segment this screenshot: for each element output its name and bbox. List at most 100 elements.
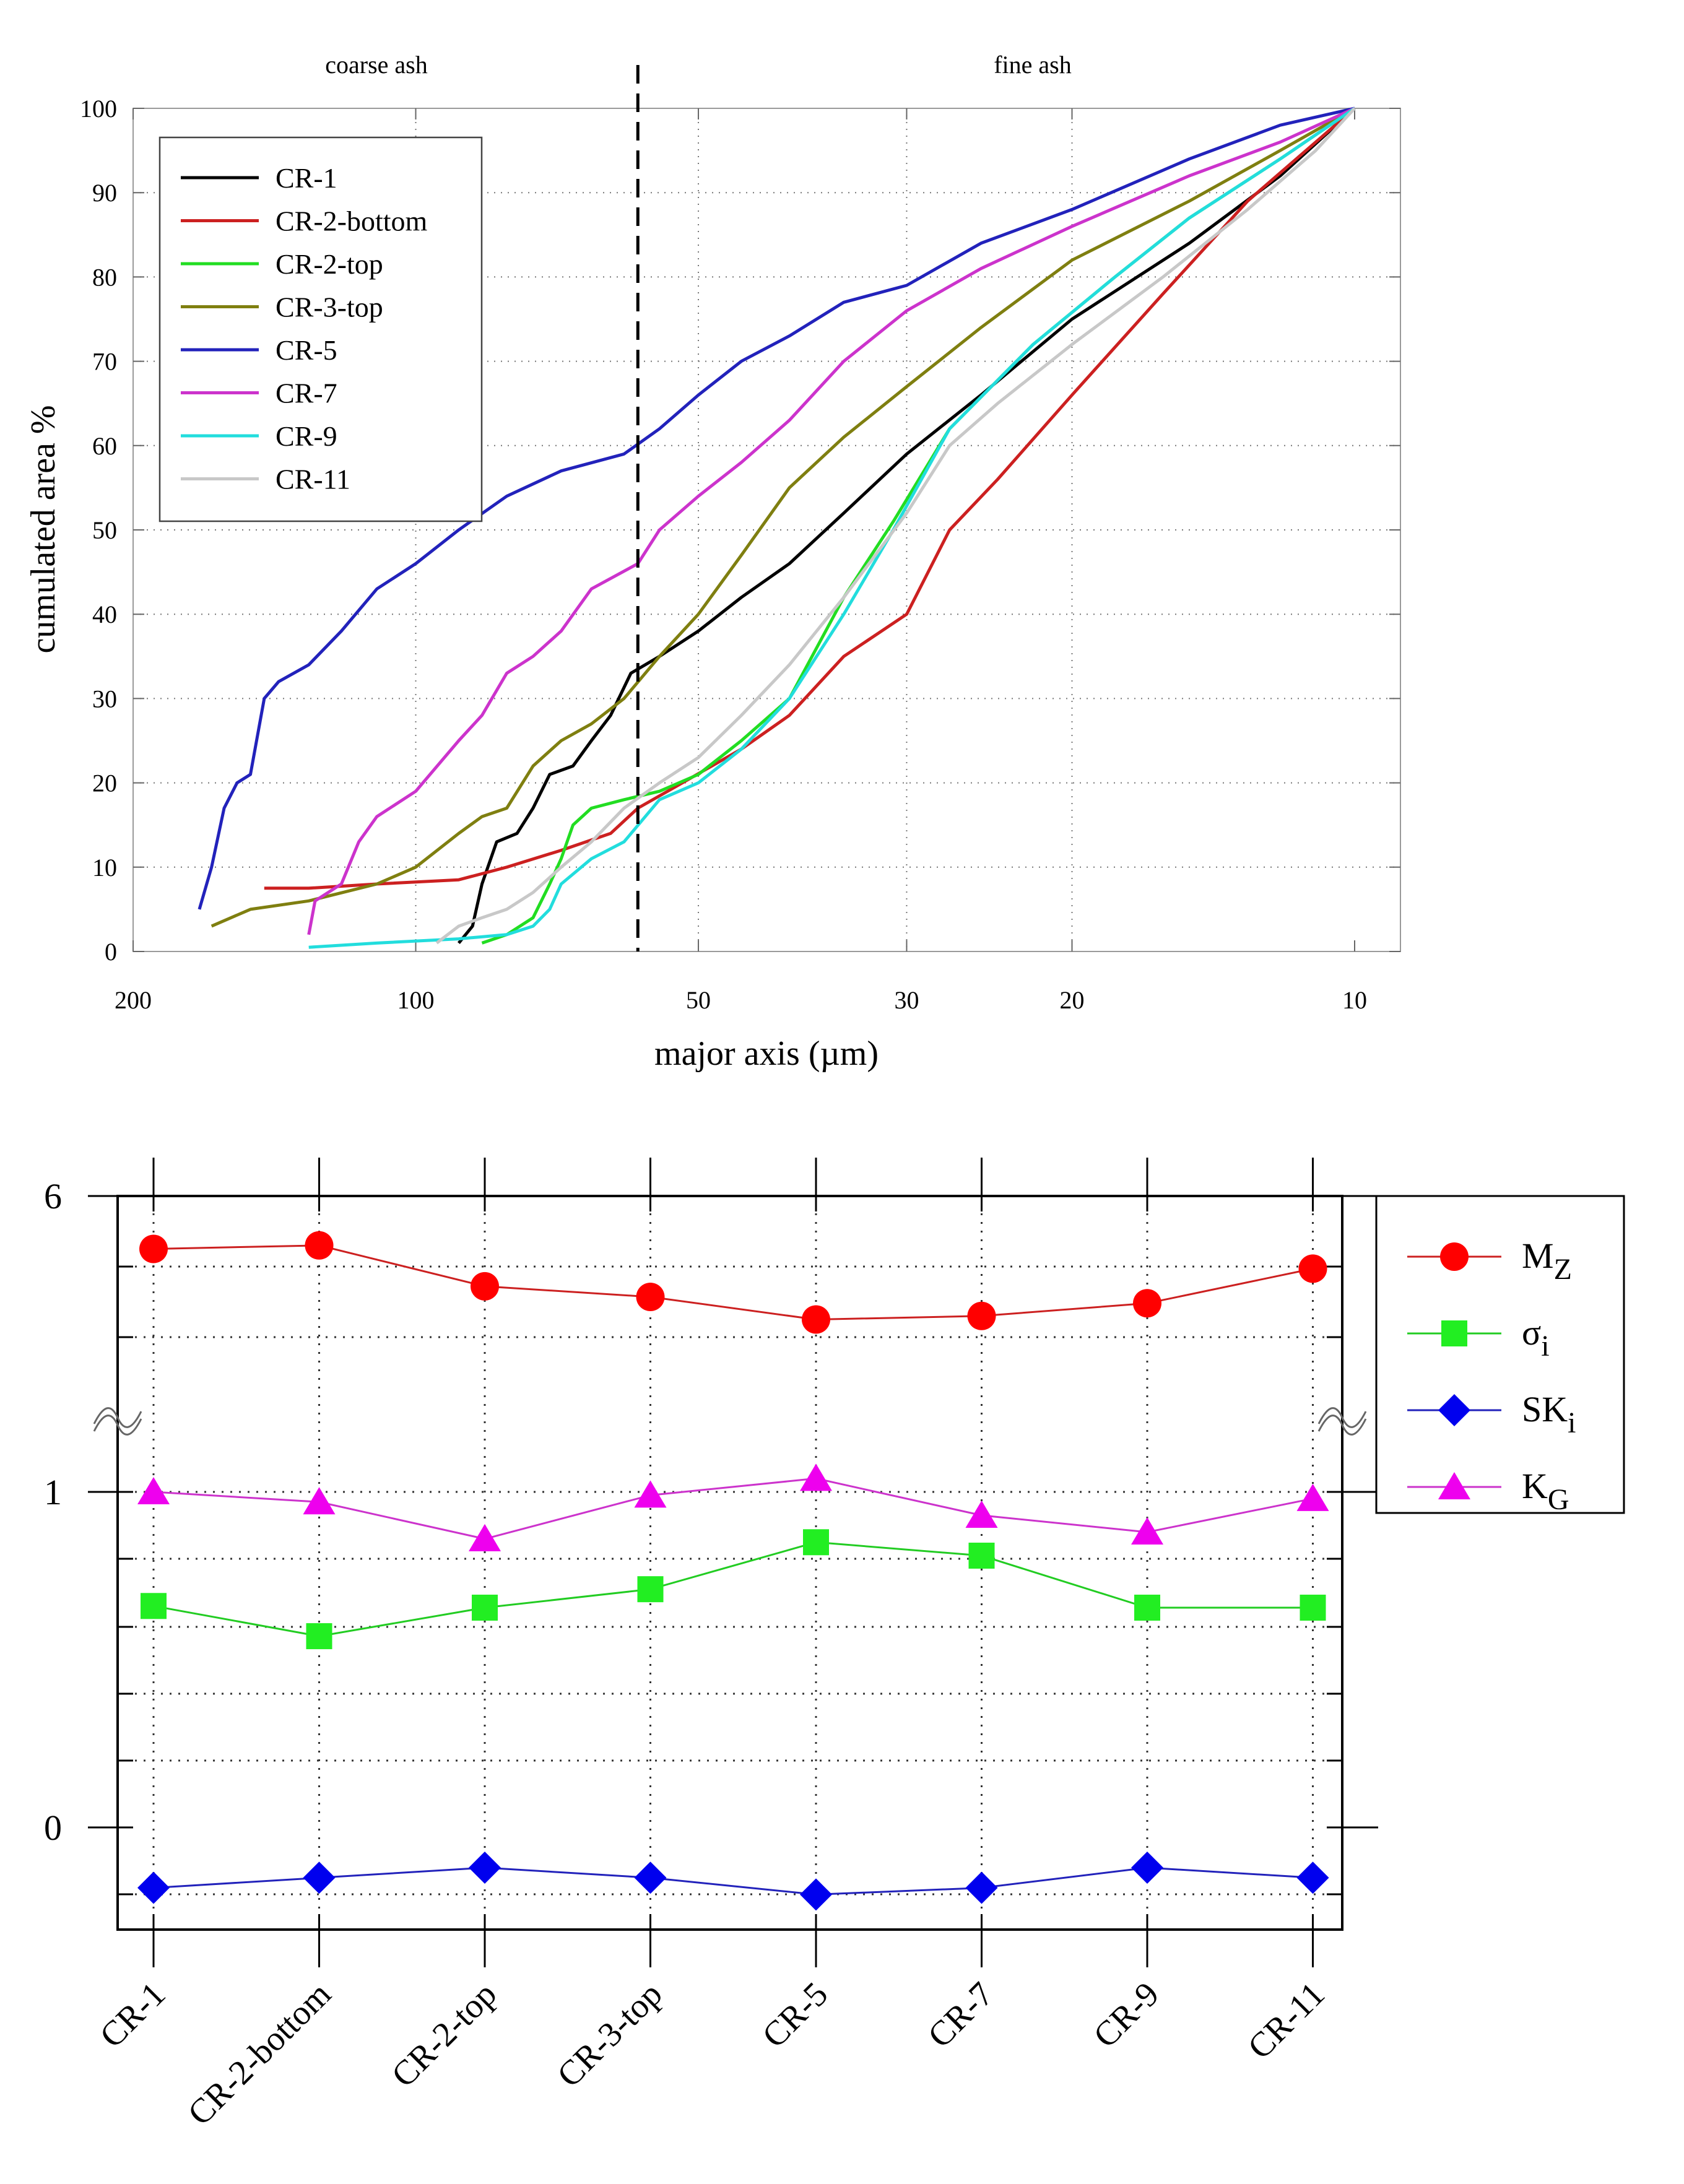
y-tick-label: 1 [44, 1472, 62, 1512]
y-tick-label: 10 [92, 854, 117, 882]
data-point-SKi [303, 1861, 336, 1894]
legend-subscript: Z [1554, 1253, 1572, 1286]
axis-break-mark [93, 1407, 142, 1428]
category-label: CR-3-top [550, 1975, 669, 2094]
data-point-MZ [1298, 1254, 1327, 1283]
annotation-coarse-ash: coarse ash [325, 51, 427, 79]
legend-symbol: σ [1522, 1312, 1541, 1353]
data-point-MZ [305, 1231, 334, 1260]
y-tick-label: 30 [92, 685, 117, 713]
y-tick-label: 6 [44, 1176, 62, 1216]
data-point-σi [1300, 1594, 1326, 1621]
legend-marker [1438, 1394, 1470, 1426]
legend-label-CR-1: CR-1 [276, 162, 337, 194]
data-point-MZ [636, 1283, 665, 1312]
series-line-SKi [153, 1866, 1313, 1896]
y-tick-label: 0 [105, 938, 117, 966]
legend-subscript: i [1541, 1330, 1549, 1363]
x-tick-label: 20 [1059, 986, 1084, 1014]
x-tick-label: 50 [686, 986, 711, 1014]
x-axis-label: major axis (µm) [654, 1034, 879, 1073]
legend-subscript: i [1568, 1406, 1576, 1439]
data-point-KG [800, 1463, 832, 1491]
y-tick-label: 80 [92, 263, 117, 291]
legend-marker [1441, 1320, 1467, 1346]
series-line-CR-2-bottom [264, 107, 1356, 890]
category-label: CR-9 [1087, 1975, 1167, 2055]
data-point-KG [469, 1523, 501, 1551]
legend-label-SKi: SKi [1522, 1389, 1576, 1439]
data-point-MZ [139, 1234, 168, 1263]
legend-label-CR-11: CR-11 [276, 464, 350, 495]
data-point-KG [965, 1500, 998, 1528]
legend-marker [1440, 1242, 1469, 1271]
data-point-MZ [967, 1301, 996, 1330]
axis-break-mark [1317, 1415, 1367, 1436]
legend-symbol: K [1522, 1466, 1548, 1506]
y-tick-label: 70 [92, 348, 117, 376]
y-tick-label: 0 [44, 1808, 62, 1848]
legend-label-CR-2-bottom: CR-2-bottom [276, 206, 428, 237]
legend-label-CR-3-top: CR-3-top [276, 292, 383, 323]
legend-label-CR-9: CR-9 [276, 420, 337, 452]
legend-label-KG: KG [1522, 1466, 1569, 1516]
plot-frame [116, 1195, 1343, 1931]
legend-symbol: SK [1522, 1389, 1568, 1429]
category-label: CR-11 [1241, 1975, 1332, 2066]
legend-subscript: G [1548, 1483, 1569, 1516]
y-tick-label: 90 [92, 179, 117, 207]
series-line-KG [153, 1477, 1313, 1540]
data-point-SKi [800, 1878, 832, 1911]
x-tick-label: 200 [115, 986, 152, 1014]
y-tick-label: 40 [92, 600, 117, 628]
data-point-SKi [469, 1852, 501, 1884]
data-point-KG [303, 1487, 336, 1515]
category-label: CR-2-top [384, 1975, 504, 2094]
y-tick-label: 60 [92, 432, 117, 460]
legend-symbol: M [1522, 1236, 1554, 1276]
x-tick-label: 30 [894, 986, 919, 1014]
data-point-MZ [802, 1305, 830, 1334]
y-tick-label: 20 [92, 769, 117, 797]
data-point-MZ [471, 1272, 499, 1301]
data-point-MZ [1133, 1289, 1161, 1318]
data-point-σi [968, 1542, 995, 1569]
data-point-σi [803, 1529, 829, 1556]
series-line-CR-11 [435, 107, 1356, 945]
x-tick-label: 10 [1342, 986, 1367, 1014]
y-tick-label: 50 [92, 516, 117, 544]
legend-marker [1438, 1472, 1470, 1499]
y-tick-label: 100 [80, 95, 117, 123]
legend-box [158, 136, 483, 522]
legend-label-CR-2-top: CR-2-top [276, 248, 383, 280]
legend-box [1375, 1195, 1625, 1514]
data-point-SKi [137, 1871, 170, 1904]
series-line-CR-5 [197, 106, 1355, 910]
grain-size-parameters-chart: 6 1 0 CR-1 CR-2-bottom CR-2-top CR-3-top CR-5 CR… [44, 1158, 1625, 2133]
category-label: CR-7 [921, 1975, 1001, 2055]
series-line-CR-3-top [210, 106, 1356, 928]
annotation-fine-ash: fine ash [994, 51, 1072, 79]
series-line-MZ [153, 1244, 1313, 1321]
data-point-KG [137, 1477, 170, 1504]
axis-break-mark [93, 1415, 142, 1436]
data-point-σi [141, 1593, 167, 1619]
data-point-σi [637, 1576, 664, 1603]
legend-label-σi: σi [1522, 1312, 1550, 1363]
data-point-SKi [965, 1871, 998, 1904]
series-line-CR-9 [308, 106, 1356, 949]
x-tick-label: 100 [397, 986, 435, 1014]
legend-label-CR-7: CR-7 [276, 378, 337, 409]
series-line-CR-1 [457, 107, 1356, 944]
series-line-σi [153, 1541, 1313, 1637]
series-line-CR-7 [307, 106, 1356, 935]
data-point-KG [1296, 1483, 1329, 1511]
legend-label-CR-5: CR-5 [276, 334, 337, 366]
data-point-SKi [1131, 1852, 1163, 1884]
data-point-σi [1134, 1594, 1160, 1621]
data-point-SKi [634, 1861, 667, 1894]
data-point-σi [306, 1623, 332, 1650]
axis-break-mark [1317, 1407, 1367, 1428]
data-point-KG [634, 1480, 667, 1508]
